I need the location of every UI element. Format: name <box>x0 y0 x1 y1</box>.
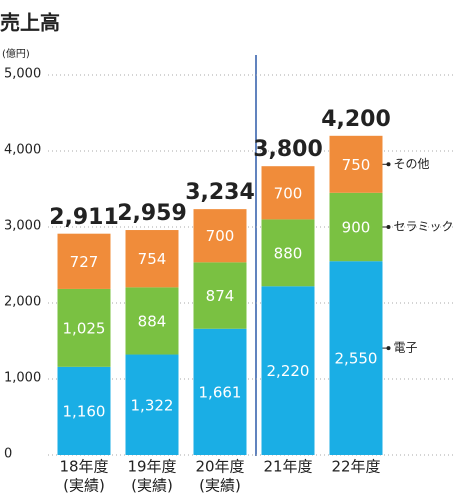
bar-segment <box>57 366 111 455</box>
legend-dot <box>386 225 391 229</box>
value-label: 1,025 <box>63 319 106 337</box>
bar-segment <box>261 219 315 287</box>
chart-title: 売上高 <box>0 11 60 35</box>
x-tick-label: 19年度 <box>127 458 176 476</box>
total-label: 4,200 <box>321 107 391 132</box>
value-label: 700 <box>274 184 303 202</box>
bar-segment <box>193 328 247 455</box>
bar-segment <box>193 209 247 263</box>
total-label: 3,234 <box>185 180 255 205</box>
x-tick-label: 18年度 <box>59 458 108 476</box>
bar-segment <box>329 192 383 262</box>
bar-segment <box>57 233 111 289</box>
y-tick-label: 0 <box>4 447 12 462</box>
x-tick-label: 20年度 <box>195 458 244 476</box>
value-label: 2,220 <box>267 362 310 380</box>
bar-segment <box>125 230 179 288</box>
bar-segment <box>261 286 315 455</box>
value-label: 2,550 <box>335 350 378 368</box>
value-label: 1,160 <box>63 402 106 420</box>
y-tick-label: 2,000 <box>4 295 41 310</box>
value-label: 700 <box>206 227 235 245</box>
value-label: 874 <box>206 287 235 305</box>
bar-segment <box>329 135 383 193</box>
x-tick-label: 22年度 <box>331 458 380 476</box>
y-tick-label: 5,000 <box>4 67 41 82</box>
bar-segment <box>261 166 315 220</box>
x-tick-note: (実績) <box>131 477 173 495</box>
x-tick-note: (実績) <box>199 477 241 495</box>
y-tick-label: 3,000 <box>4 219 41 234</box>
value-label: 1,661 <box>199 383 242 401</box>
x-tick-label: 21年度 <box>263 458 312 476</box>
value-label: 884 <box>138 312 167 330</box>
total-label: 3,800 <box>253 137 323 162</box>
legend-label: その他 <box>394 157 430 171</box>
bar-segment <box>57 288 111 367</box>
total-label: 2,911 <box>49 205 119 230</box>
value-label: 880 <box>274 244 303 262</box>
x-tick-note: (実績) <box>63 477 105 495</box>
bar-segment <box>125 287 179 355</box>
legend-label: セラミック <box>394 220 454 234</box>
y-tick-label: 1,000 <box>4 371 41 386</box>
bar-segment <box>329 261 383 455</box>
y-unit: (億円) <box>2 47 30 60</box>
legend-label: 電子 <box>394 341 418 355</box>
value-label: 754 <box>138 250 167 268</box>
total-label: 2,959 <box>117 201 187 226</box>
legend-dot <box>386 346 391 351</box>
value-label: 1,322 <box>131 396 174 414</box>
value-label: 727 <box>70 253 99 271</box>
legend-dot <box>386 162 391 167</box>
bar-segment <box>125 354 179 455</box>
value-label: 750 <box>342 156 371 174</box>
value-label: 900 <box>342 219 371 237</box>
bar-segment <box>193 262 247 329</box>
y-tick-label: 4,000 <box>4 143 41 158</box>
